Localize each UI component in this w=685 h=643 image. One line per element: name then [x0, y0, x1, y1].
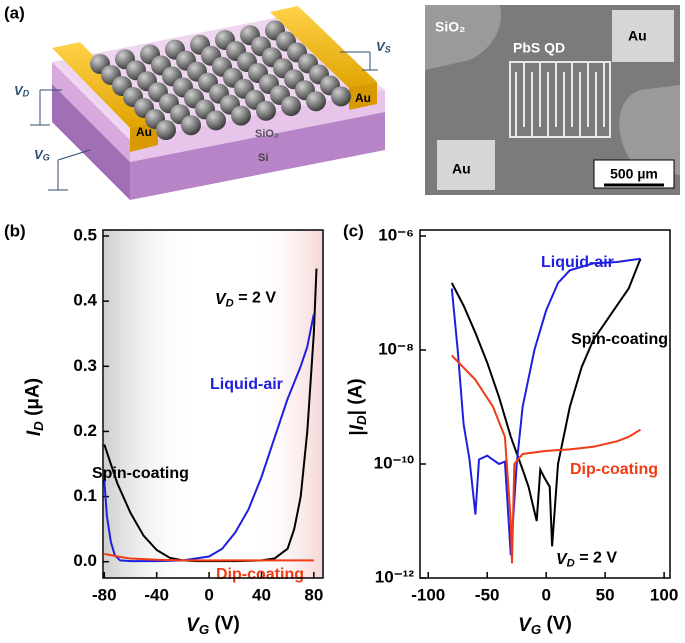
quantum-dot: [331, 86, 351, 107]
y-tick-label: 0.0: [73, 551, 97, 570]
label-part: V: [34, 147, 44, 162]
x-axis-label: VG (V): [518, 613, 572, 636]
label-part: G: [43, 153, 50, 163]
annotation: VD = 2 V: [556, 550, 617, 570]
quantum-dot: [306, 91, 326, 112]
label-part: I: [347, 424, 368, 430]
x-tick-label: -100: [411, 585, 445, 604]
series-label: Dip-coating: [570, 461, 658, 478]
y-tick-label: 0.5: [73, 225, 97, 244]
label-part: D: [354, 415, 369, 425]
series-line: [104, 552, 314, 562]
label-part: = 2 V: [575, 550, 618, 567]
quantum-dot: [181, 115, 201, 136]
series-label: Spin-coating: [571, 331, 668, 348]
label-part: I: [24, 430, 45, 436]
panel-label: (a): [4, 3, 25, 22]
shade-left: [104, 230, 194, 578]
scale-bar-label: 500 µm: [610, 166, 658, 182]
label-part: V: [215, 291, 227, 308]
x-tick-label: 80: [304, 585, 323, 604]
panel-label: (b): [4, 221, 26, 240]
series-line: [450, 257, 641, 556]
x-tick-label: 50: [596, 585, 615, 604]
x-tick-label: 0: [204, 585, 213, 604]
au-label: Au: [136, 125, 152, 139]
series-line: [450, 258, 642, 547]
label-part: D: [567, 557, 575, 569]
series-label: Liquid-air: [541, 254, 614, 271]
sio2-label: SiO₂: [255, 128, 279, 140]
sem-image: [425, 5, 680, 195]
y-axis-label: |ID| (A): [345, 378, 368, 435]
y-tick-label: 10⁻¹²: [375, 567, 415, 586]
y-tick-label: 0.2: [73, 421, 97, 440]
label-part: V: [14, 83, 24, 98]
series-line: [103, 314, 315, 563]
y-tick-label: 0.3: [73, 356, 97, 375]
label-part: (V): [209, 613, 240, 634]
label-part: V: [518, 615, 532, 636]
label-part: D: [31, 421, 46, 431]
label-part: D: [23, 89, 30, 99]
au-label: Au: [355, 91, 371, 105]
au-label: Au: [452, 161, 471, 177]
vd-label: VD: [14, 83, 30, 99]
label-part: V: [186, 615, 200, 636]
y-tick-label: 10⁻⁸: [378, 339, 414, 358]
pbs-label: PbS QD: [513, 40, 565, 56]
vg-label: VG: [34, 147, 50, 163]
sem-sio2-label: SiO₂: [435, 19, 465, 35]
label-part: V: [376, 39, 386, 54]
x-tick-label: -50: [475, 585, 500, 604]
panel-label: (c): [343, 221, 364, 240]
y-tick-label: 0.1: [73, 486, 97, 505]
label-part: G: [199, 622, 209, 637]
label-part: V: [556, 551, 568, 568]
device-schematic: [30, 6, 385, 200]
vs-label: VS: [376, 39, 391, 55]
series-label: Dip-coating: [216, 566, 304, 583]
label-part: = 2 V: [234, 290, 277, 307]
y-tick-label: 10⁻⁶: [378, 225, 414, 244]
x-tick-label: 0: [541, 585, 550, 604]
y-axis-label: ID (μA): [22, 378, 45, 436]
y-tick-label: 0.4: [73, 291, 97, 310]
quantum-dot: [256, 100, 276, 121]
y-tick-label: 10⁻¹⁰: [374, 453, 415, 472]
plot-frame: [102, 229, 324, 579]
x-axis-label: VG (V): [186, 613, 240, 636]
annotation: VD = 2 V: [215, 290, 276, 310]
label-part: D: [226, 297, 234, 309]
x-tick-label: -80: [92, 585, 117, 604]
x-tick-label: -40: [144, 585, 169, 604]
quantum-dot: [206, 110, 226, 131]
quantum-dot: [281, 96, 301, 116]
plot-frame: [419, 229, 671, 579]
x-tick-label: 40: [252, 585, 271, 604]
series-label: Liquid-air: [210, 376, 283, 393]
label-part: (μA): [22, 378, 43, 421]
quantum-dot: [231, 105, 251, 126]
electrode-frame: [509, 61, 611, 138]
label-part: |: [347, 430, 368, 435]
label-part: (V): [541, 613, 572, 634]
series-label: Spin-coating: [92, 465, 189, 482]
label-part: S: [385, 45, 391, 55]
label-part: G: [531, 622, 541, 637]
si-label: Si: [258, 152, 268, 164]
series-line: [451, 354, 642, 564]
x-tick-label: 100: [650, 585, 678, 604]
au-label: Au: [628, 28, 647, 44]
label-part: | (A): [345, 378, 366, 415]
quantum-dot: [156, 120, 176, 140]
